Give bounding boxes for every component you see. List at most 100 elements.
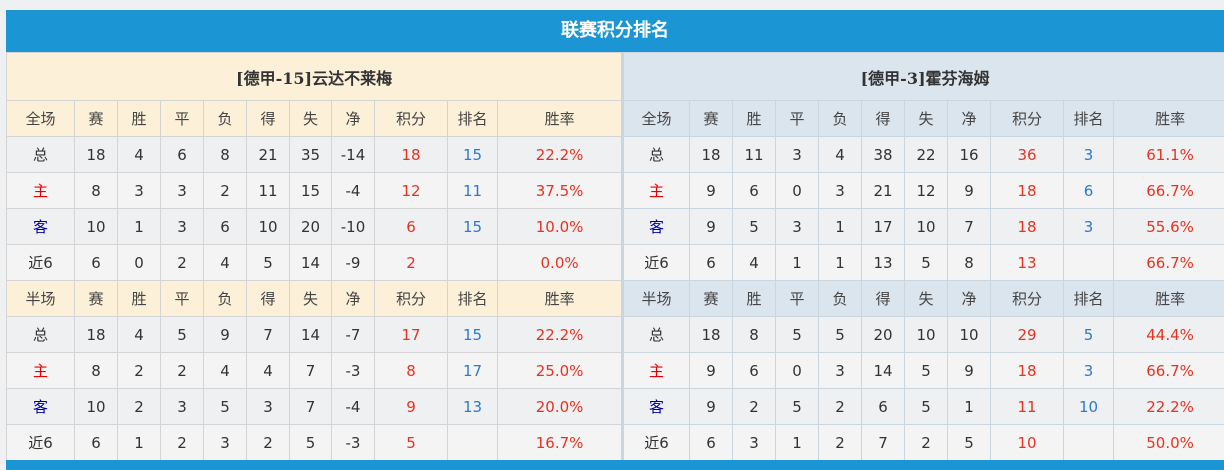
- cell: 66.7%: [1112, 172, 1224, 209]
- cell: 4: [117, 136, 161, 173]
- column-header: 胜率: [496, 280, 623, 317]
- cell: 9: [689, 352, 733, 389]
- cell: 13: [861, 244, 905, 281]
- cell: [447, 244, 498, 281]
- cell: 18: [990, 208, 1064, 245]
- cell: 4: [246, 352, 290, 389]
- cell: 10: [947, 316, 991, 353]
- cell: 9: [947, 172, 991, 209]
- column-header: 赛: [74, 280, 118, 317]
- column-header: 赛: [689, 280, 733, 317]
- column-header: 排名: [1063, 100, 1114, 137]
- cell: 6: [689, 424, 733, 461]
- cell: 0: [775, 352, 819, 389]
- cell: 55.6%: [1112, 208, 1224, 245]
- cell: 10: [1063, 388, 1114, 425]
- cell: 66.7%: [1112, 352, 1224, 389]
- cell: 5: [246, 244, 290, 281]
- column-header: 净: [331, 280, 375, 317]
- cell: 2: [732, 388, 776, 425]
- cell: 9: [689, 208, 733, 245]
- cell: 2: [246, 424, 290, 461]
- cell: 8: [74, 352, 118, 389]
- table-row: 主 9 6 0 3 14 5 9 18 3 66.7%: [623, 352, 1224, 389]
- column-header: 净: [331, 100, 375, 137]
- column-header: 胜: [732, 280, 776, 317]
- cell: 5: [374, 424, 448, 461]
- cell: 2: [818, 424, 862, 461]
- cell: 3: [160, 388, 204, 425]
- column-header: 失: [904, 280, 948, 317]
- cell: 7: [246, 316, 290, 353]
- table-row: 客 9 5 3 1 17 10 7 18 3 55.6%: [623, 208, 1224, 245]
- cell: 14: [289, 244, 332, 281]
- cell: 3: [1063, 352, 1114, 389]
- cell: 6: [861, 388, 905, 425]
- away-team-panel: [德甲-3]霍芬海姆 全场赛胜平负得失净积分 排名 胜率总 18 11 3 4 38 22 16 36…: [621, 52, 1224, 461]
- column-header: 积分: [990, 280, 1064, 317]
- cell: 9: [689, 388, 733, 425]
- cell: 5: [732, 208, 776, 245]
- cell: 5: [904, 388, 948, 425]
- cell: 15: [289, 172, 332, 209]
- cell: 1: [947, 388, 991, 425]
- cell: 6: [732, 352, 776, 389]
- cell: 21: [246, 136, 290, 173]
- row-label: 近6: [6, 244, 75, 281]
- cell: 21: [861, 172, 905, 209]
- column-header: 赛: [689, 100, 733, 137]
- cell: 18: [689, 136, 733, 173]
- column-header: 得: [246, 100, 290, 137]
- cell: 0: [775, 172, 819, 209]
- row-label: 总: [6, 316, 75, 353]
- cell: 10: [74, 388, 118, 425]
- cell: 6: [1063, 172, 1114, 209]
- column-header: 半场: [6, 280, 75, 317]
- cell: 7: [289, 388, 332, 425]
- cell: [447, 424, 498, 461]
- column-header: 得: [246, 280, 290, 317]
- cell: 25.0%: [496, 352, 623, 389]
- row-label: 近6: [623, 424, 690, 461]
- cell: 1: [818, 208, 862, 245]
- cell: 6: [74, 424, 118, 461]
- cell: 15: [447, 316, 498, 353]
- cell: 5: [947, 424, 991, 461]
- cell: 15: [447, 136, 498, 173]
- cell: 11: [246, 172, 290, 209]
- cell: 35: [289, 136, 332, 173]
- cell: 2: [160, 244, 204, 281]
- cell: 18: [990, 352, 1064, 389]
- table-row: 客 10 2 3 5 3 7 -4 9 13 20.0%: [6, 388, 623, 425]
- column-header: 负: [818, 280, 862, 317]
- cell: 17: [861, 208, 905, 245]
- column-header: 胜率: [1112, 280, 1224, 317]
- cell: 3: [160, 208, 204, 245]
- cell: 3: [732, 424, 776, 461]
- cell: 6: [374, 208, 448, 245]
- cell: 2: [160, 424, 204, 461]
- cell: 61.1%: [1112, 136, 1224, 173]
- cell: 2: [117, 388, 161, 425]
- table-row: 主 8 2 2 4 4 7 -3 8 17 25.0%: [6, 352, 623, 389]
- cell: 2: [203, 172, 247, 209]
- column-header: 负: [818, 100, 862, 137]
- cell: 17: [374, 316, 448, 353]
- row-label: 客: [6, 208, 75, 245]
- cell: -10: [331, 208, 375, 245]
- section-title: 联赛积分排名: [6, 10, 1224, 52]
- column-header: 平: [775, 100, 819, 137]
- cell: 3: [1063, 136, 1114, 173]
- cell: 5: [289, 424, 332, 461]
- cell: 3: [203, 424, 247, 461]
- table-row: 总 18 4 6 8 21 35 -14 18 15 22.2%: [6, 136, 623, 173]
- row-label: 主: [623, 352, 690, 389]
- column-header: 全场: [623, 100, 690, 137]
- table-row: 总 18 8 5 5 20 10 10 29 5 44.4%: [623, 316, 1224, 353]
- column-header: 失: [289, 100, 332, 137]
- column-header: 积分: [374, 100, 448, 137]
- table-row: 客 10 1 3 6 10 20 -10 6 15 10.0%: [6, 208, 623, 245]
- cell: 5: [775, 316, 819, 353]
- row-label: 客: [623, 388, 690, 425]
- column-header: 排名: [1063, 280, 1114, 317]
